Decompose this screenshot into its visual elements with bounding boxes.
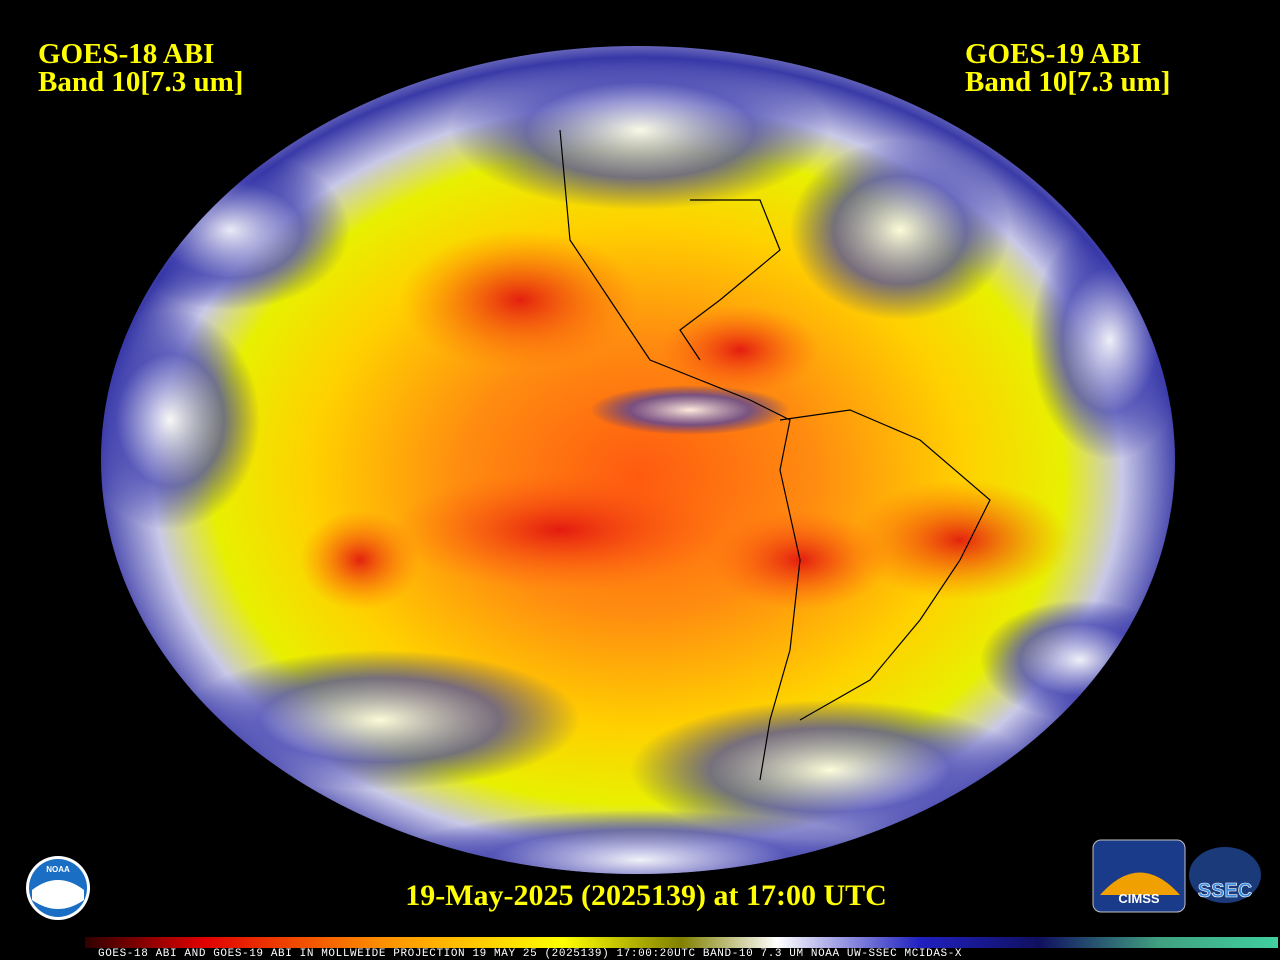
noaa-text: NOAA: [46, 865, 70, 874]
timestamp: 19-May-2025 (2025139) at 17:00 UTC: [405, 879, 887, 912]
cimss-logo: CIMSS: [1092, 839, 1186, 913]
left-band: Band 10[7.3 um]: [38, 66, 243, 98]
right-satellite: GOES-19 ABI: [965, 38, 1141, 70]
ssec-logo: SSEC: [1189, 847, 1261, 903]
noaa-logo: NOAA: [26, 856, 90, 920]
weather-patterns: [101, 50, 1175, 874]
cimss-text: CIMSS: [1118, 891, 1160, 906]
footer-caption: GOES-18 ABI AND GOES-19 ABI IN MOLLWEIDE…: [98, 948, 962, 960]
ssec-text: SSEC: [1198, 880, 1252, 902]
coastlines: [559, 129, 991, 781]
color-bar: [85, 937, 1278, 948]
left-satellite: GOES-18 ABI: [38, 38, 214, 70]
right-band: Band 10[7.3 um]: [965, 66, 1170, 98]
